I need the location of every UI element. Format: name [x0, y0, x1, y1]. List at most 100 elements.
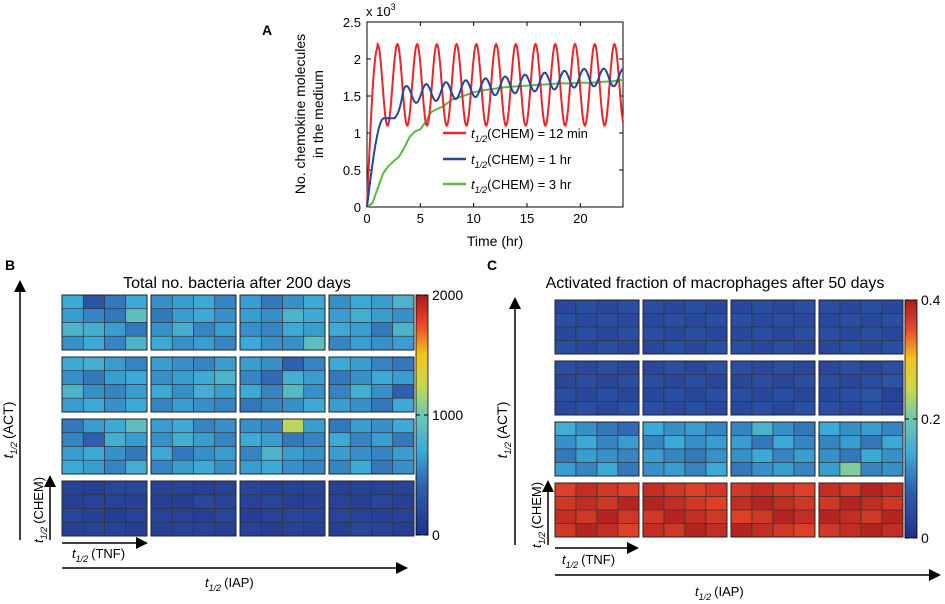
series-line-1hr [366, 67, 624, 208]
heatmap-cell [772, 401, 795, 416]
heatmap-cell [371, 397, 394, 413]
heatmap-cell [642, 340, 665, 355]
heatmap-cell [61, 384, 84, 399]
heatmap-cell [239, 418, 262, 434]
heatmap-cell [260, 418, 283, 434]
heatmap-cell [772, 421, 795, 436]
heatmap-cell [751, 448, 774, 463]
heatmap-block [150, 356, 237, 413]
heatmap-cell [684, 421, 707, 436]
heatmap-cell [881, 387, 904, 402]
heatmap-cell [260, 480, 283, 496]
heatmap-cell [772, 523, 795, 538]
heatmap-cell [575, 448, 598, 463]
heatmap-cell [282, 356, 305, 372]
heatmap-cell [684, 387, 707, 402]
heatmap-cell [282, 494, 305, 509]
heatmap-cell [371, 322, 394, 337]
heatmap-cell [150, 494, 173, 509]
heatmap-cell [860, 326, 883, 341]
colorbar-tick-label: 0 [921, 530, 929, 546]
heatmap-cell [554, 496, 577, 511]
heatmap-cell [705, 299, 728, 314]
heatmap-cell [193, 294, 216, 310]
heatmap-cell [730, 374, 753, 389]
heatmap-cell [596, 496, 619, 511]
heatmap-cell [82, 432, 105, 447]
heatmap-cell [82, 384, 105, 399]
y-tick-label: 1 [354, 126, 361, 141]
heatmap-cell [617, 448, 640, 463]
heatmap-cell [392, 480, 415, 496]
heatmap-cell [554, 299, 577, 314]
heatmap-cell [839, 401, 862, 416]
heatmap-cell [328, 459, 351, 475]
heatmap-block-frame [642, 421, 728, 477]
heatmap-block [818, 482, 904, 538]
heatmap-cell [596, 462, 619, 477]
heatmap-cell [839, 421, 862, 436]
heatmap-cell [596, 313, 619, 328]
heatmap-cell [793, 340, 816, 355]
heatmap-cell [860, 509, 883, 524]
heatmap-block [328, 418, 415, 475]
heatmap-cell [684, 374, 707, 389]
heatmap-cell [881, 435, 904, 450]
heatmap-cell [575, 374, 598, 389]
heatmap-cell [150, 308, 173, 323]
heatmap-cell [303, 521, 326, 537]
heatmap-cell [349, 459, 372, 475]
heatmap-block [554, 421, 640, 477]
heatmap-cell [642, 374, 665, 389]
heatmap-cell [663, 401, 686, 416]
heatmap-cell [392, 370, 415, 385]
heatmap-cell [125, 418, 148, 434]
heatmap-block-frame [818, 421, 904, 477]
heatmap-cell [150, 480, 173, 496]
heatmap-cell [793, 496, 816, 511]
heatmap-cell [793, 387, 816, 402]
heatmap-block [61, 480, 148, 537]
heatmap-cell [793, 509, 816, 524]
heatmap-cell [818, 421, 841, 436]
heatmap-cell [104, 459, 127, 475]
heatmap-cell [193, 308, 216, 323]
heatmap-cell [730, 496, 753, 511]
heatmap-block [150, 480, 237, 537]
heatmap-cell [793, 435, 816, 450]
heatmap-cell [349, 370, 372, 385]
heatmap-block [642, 299, 728, 355]
heatmap-cell [150, 356, 173, 372]
heatmap-cell [663, 509, 686, 524]
heatmap-cell [881, 462, 904, 477]
heatmap-cell [171, 459, 194, 475]
heatmap-cell [150, 294, 173, 310]
heatmap-macrophages [554, 299, 904, 538]
heatmap-cell [349, 308, 372, 323]
heatmap-cell [303, 480, 326, 496]
colorbar-ticks-c: 0 0.2 0.4 [905, 292, 941, 546]
heatmap-cell [575, 340, 598, 355]
heatmap-cell [751, 326, 774, 341]
heatmap-cell [839, 313, 862, 328]
heatmap-block-frame [554, 421, 640, 477]
heatmap-cell [349, 322, 372, 337]
heatmap-cell [617, 523, 640, 538]
heatmap-cell [575, 360, 598, 375]
heatmap-cell [214, 308, 237, 323]
heatmap-cell [575, 523, 598, 538]
heatmap-cell [61, 480, 84, 496]
heatmap-cell [328, 322, 351, 337]
heatmap-cell [282, 418, 305, 434]
heatmap-block-frame [61, 294, 148, 351]
heatmap-cell [349, 494, 372, 509]
heatmap-cell [150, 459, 173, 475]
heatmap-cell [349, 480, 372, 496]
heatmap-cell [328, 294, 351, 310]
heatmap-cell [61, 397, 84, 413]
heatmap-cell [239, 335, 262, 351]
heatmap-cell [61, 308, 84, 323]
heatmap-cell [303, 446, 326, 461]
heatmap-cell [705, 523, 728, 538]
